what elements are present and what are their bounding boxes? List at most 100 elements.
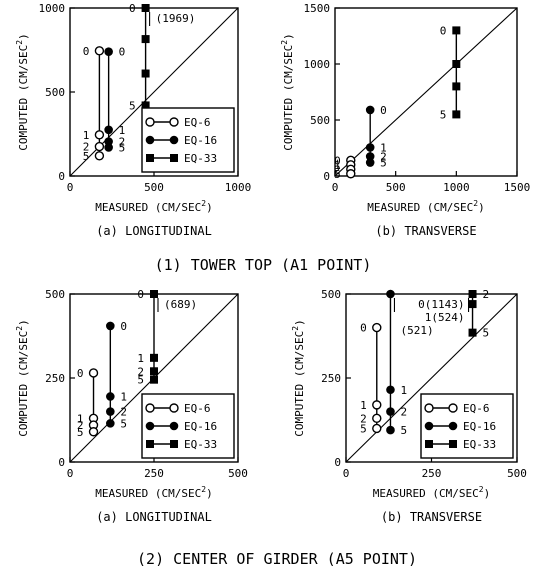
data-point	[425, 440, 433, 448]
legend-label: EQ-33	[184, 438, 217, 451]
x-tick-label: 0	[332, 181, 339, 194]
point-label: 1	[83, 129, 90, 142]
point-label: 2	[83, 141, 90, 154]
point-label: 5	[334, 168, 341, 181]
data-point	[365, 158, 375, 167]
panel-caption: (a) LONGITUDINAL	[96, 510, 212, 524]
point-label: 1	[119, 124, 126, 137]
series-eq-33: 0 125 (689)	[137, 288, 197, 387]
data-point	[150, 353, 158, 362]
data-point	[106, 407, 115, 416]
x-tick-label: 500	[228, 467, 248, 480]
series-eq-16: 0 125	[365, 104, 387, 170]
diagonal-line	[335, 8, 517, 176]
point-label: 2	[120, 406, 127, 419]
data-point	[386, 425, 395, 435]
point-label: 1	[334, 159, 341, 172]
y-tick-label: 1000	[39, 2, 66, 15]
legend-label: EQ-16	[184, 420, 217, 433]
y-tick-label: 500	[321, 288, 341, 301]
point-label: 0	[380, 104, 387, 117]
legend-label: EQ-33	[184, 152, 217, 165]
point-label: 5	[120, 417, 127, 430]
series-eq-16: 1 2 5 (521)	[386, 289, 434, 437]
point-label: 1	[137, 352, 144, 365]
group-title-center-of-girder: (2) CENTER OF GIRDER (A5 POINT)	[137, 550, 417, 568]
x-tick-label: 0	[67, 181, 74, 194]
x-axis-label: MEASURED (CM/SEC2)	[95, 485, 212, 500]
point-label: 5	[137, 374, 144, 387]
point-label: 0	[334, 154, 341, 167]
data-point	[386, 289, 395, 299]
data-point	[372, 322, 382, 333]
data-point	[141, 101, 150, 110]
y-tick-label: 500	[45, 288, 65, 301]
data-point	[170, 154, 178, 162]
point-label: 5	[483, 327, 490, 340]
series-eq-33: 0 5 (1969)	[129, 2, 195, 112]
point-label: 0	[77, 367, 84, 380]
legend: EQ-6 EQ-16 EQ-33	[141, 107, 235, 173]
point-label: 2	[119, 136, 126, 149]
y-tick-label: 0	[58, 456, 65, 469]
point-label: 0	[119, 46, 126, 59]
data-point	[94, 46, 105, 56]
y-axis-label: COMPUTED (CM/SEC2)	[280, 33, 295, 150]
off-scale-note: (521)	[400, 324, 433, 337]
data-point	[88, 368, 99, 378]
x-axis-label: MEASURED (CM/SEC2)	[367, 199, 484, 214]
x-tick-label: 500	[386, 181, 406, 194]
y-tick-label: 500	[45, 86, 65, 99]
data-point	[386, 407, 395, 416]
x-axis-label: MEASURED (CM/SEC2)	[373, 485, 490, 500]
point-label: 0	[129, 2, 136, 15]
data-point	[150, 367, 158, 376]
x-tick-label: 0	[343, 467, 350, 480]
point-label: 0	[137, 288, 144, 301]
data-point	[449, 440, 457, 448]
point-label: 5	[119, 141, 126, 154]
y-tick-label: 500	[310, 114, 330, 127]
point-label: 1	[360, 399, 367, 412]
point-label: 5	[83, 150, 90, 163]
data-point	[104, 47, 113, 56]
panel-caption: (b) TRANSVERSE	[375, 224, 476, 238]
data-point	[365, 152, 375, 161]
y-tick-label: 250	[45, 372, 65, 385]
data-point	[94, 141, 105, 152]
data-point	[170, 440, 178, 448]
data-point	[372, 400, 382, 410]
point-label: 1	[400, 384, 407, 397]
y-tick-label: 1000	[304, 58, 331, 71]
data-point	[145, 421, 155, 431]
off-scale-note: 0(1143)	[418, 298, 464, 311]
y-tick-label: 0	[334, 456, 341, 469]
point-label: 5	[440, 108, 447, 121]
legend-label: EQ-6	[184, 402, 211, 415]
point-label: 2	[137, 365, 144, 378]
plot-frame	[334, 7, 518, 177]
group-title-tower-top: (1) TOWER TOP (A1 POINT)	[155, 256, 372, 274]
x-tick-label: 0	[67, 467, 74, 480]
data-point	[145, 403, 155, 413]
point-label: 0	[83, 45, 90, 58]
point-label: 5	[129, 99, 136, 112]
data-point	[106, 419, 115, 428]
y-axis-label: COMPUTED (CM/SEC2)	[15, 319, 30, 436]
point-label: 5	[380, 157, 387, 170]
y-tick-label: 0	[323, 170, 330, 183]
point-label: 2	[360, 412, 367, 425]
data-point	[372, 423, 382, 434]
x-tick-label: 1000	[225, 181, 252, 194]
data-point	[146, 440, 154, 448]
x-axis-label: MEASURED (CM/SEC2)	[95, 199, 212, 214]
legend-label: EQ-6	[184, 116, 211, 129]
point-label: 1	[77, 412, 84, 425]
data-point	[169, 117, 179, 127]
data-point	[88, 427, 99, 437]
legend: EQ-6 EQ-16 EQ-33	[420, 393, 514, 459]
x-tick-label: 250	[422, 467, 442, 480]
data-point	[145, 117, 155, 127]
off-scale-note: (1969)	[156, 12, 196, 25]
